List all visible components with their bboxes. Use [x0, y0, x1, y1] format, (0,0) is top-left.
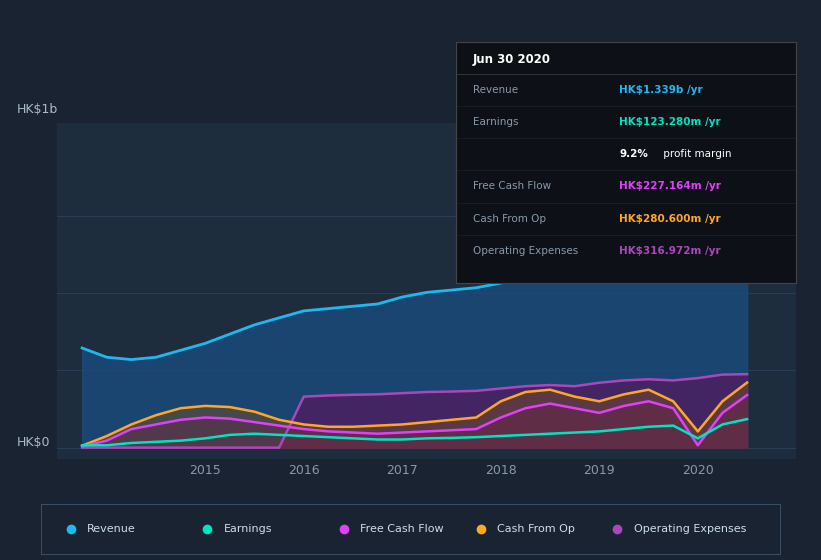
- Text: profit margin: profit margin: [660, 150, 732, 160]
- Text: Cash From Op: Cash From Op: [497, 524, 575, 534]
- Text: Earnings: Earnings: [223, 524, 272, 534]
- Text: Free Cash Flow: Free Cash Flow: [360, 524, 444, 534]
- Text: HK$227.164m /yr: HK$227.164m /yr: [619, 181, 721, 192]
- Text: Earnings: Earnings: [473, 117, 518, 127]
- Text: HK$316.972m /yr: HK$316.972m /yr: [619, 246, 721, 256]
- Text: HK$0: HK$0: [17, 436, 50, 449]
- Text: 9.2%: 9.2%: [619, 150, 648, 160]
- Text: Operating Expenses: Operating Expenses: [473, 246, 578, 256]
- Text: Operating Expenses: Operating Expenses: [634, 524, 746, 534]
- Text: HK$1.339b /yr: HK$1.339b /yr: [619, 85, 703, 95]
- Text: HK$280.600m /yr: HK$280.600m /yr: [619, 213, 721, 223]
- Text: Revenue: Revenue: [87, 524, 135, 534]
- Text: Free Cash Flow: Free Cash Flow: [473, 181, 551, 192]
- Text: HK$123.280m /yr: HK$123.280m /yr: [619, 117, 721, 127]
- Text: Jun 30 2020: Jun 30 2020: [473, 53, 551, 66]
- Text: Cash From Op: Cash From Op: [473, 213, 546, 223]
- Text: HK$1b: HK$1b: [17, 103, 58, 116]
- Text: Revenue: Revenue: [473, 85, 518, 95]
